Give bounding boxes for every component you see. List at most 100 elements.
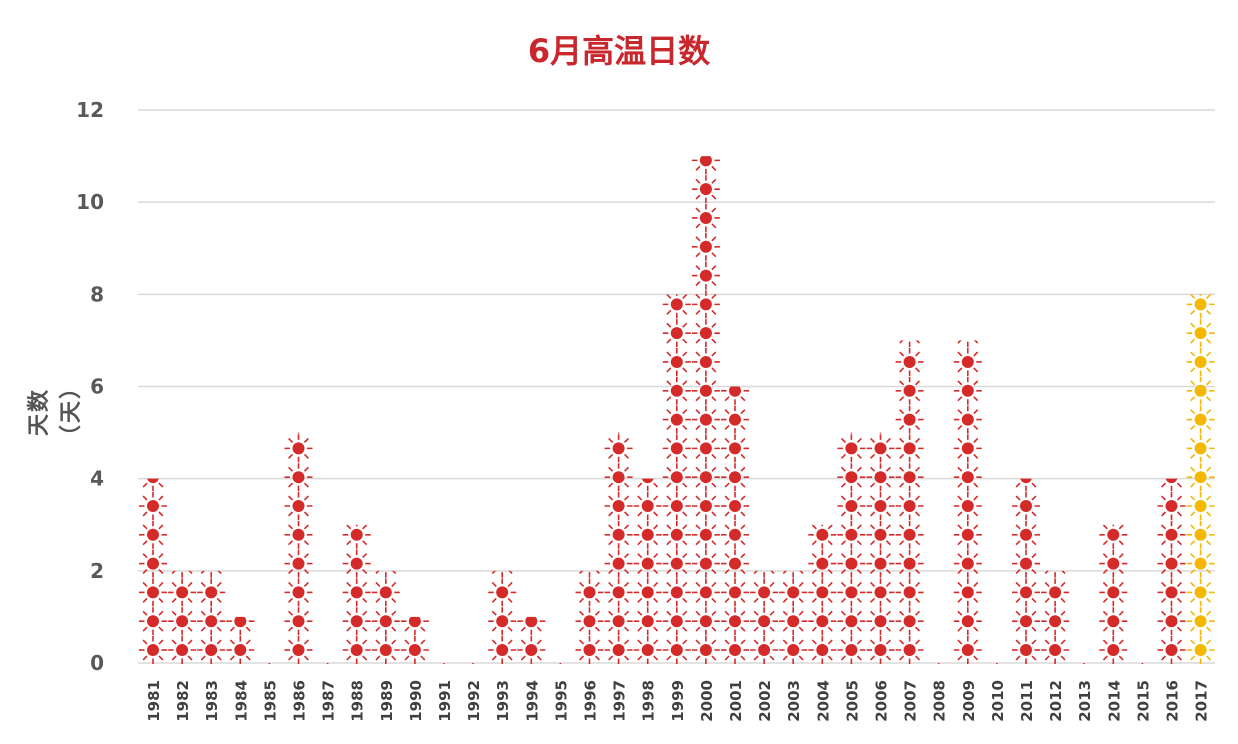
x-tick-label: 2006 xyxy=(873,680,891,722)
sun-icon xyxy=(721,405,749,434)
sun-icon xyxy=(691,549,720,578)
sun-icon xyxy=(1157,578,1186,607)
sun-icon xyxy=(1157,491,1186,520)
sun-icon xyxy=(662,376,691,405)
sun-icon xyxy=(953,463,982,492)
sun-icon xyxy=(488,636,517,664)
sun-icon xyxy=(662,463,691,492)
sun-icon xyxy=(691,319,720,348)
sun-icon xyxy=(691,232,720,261)
sun-icon xyxy=(1157,607,1186,636)
sun-icon xyxy=(662,434,691,463)
sun-icon xyxy=(895,463,924,492)
bar-2007 xyxy=(895,340,924,664)
bar-1999 xyxy=(662,294,691,664)
x-tick-label: 2014 xyxy=(1105,680,1123,722)
sun-icon xyxy=(371,578,400,607)
sun-icon xyxy=(895,607,924,636)
sun-icon xyxy=(866,607,895,636)
sun-icon xyxy=(171,570,193,578)
sun-icon xyxy=(996,663,998,664)
sun-icon xyxy=(779,636,808,664)
x-tick-label: 1983 xyxy=(203,680,221,722)
sun-icon xyxy=(662,294,691,319)
sun-icon xyxy=(662,347,691,376)
sun-icon xyxy=(953,347,982,376)
sun-icon xyxy=(866,549,895,578)
sun-icon xyxy=(895,347,924,376)
x-tick-label: 1993 xyxy=(494,680,512,722)
x-tick-label: 2011 xyxy=(1018,680,1036,722)
sun-icon xyxy=(1012,491,1040,520)
sun-icon xyxy=(139,549,167,578)
sun-icon xyxy=(168,607,197,636)
sun-icon xyxy=(1186,520,1215,549)
sun-icon xyxy=(779,607,808,636)
bar-2014 xyxy=(1099,524,1128,664)
sun-icon xyxy=(1186,463,1215,492)
bar-2016 xyxy=(1157,478,1186,664)
sun-icon xyxy=(662,491,691,520)
bar-1989 xyxy=(371,570,400,664)
sun-icon xyxy=(297,432,300,434)
sun-icon xyxy=(1015,478,1037,492)
y-tick-label: 0 xyxy=(90,651,104,675)
sun-icon xyxy=(284,491,313,520)
x-tick-label: 2007 xyxy=(902,680,920,722)
sun-icon xyxy=(579,570,600,578)
sun-icon xyxy=(895,636,924,664)
sun-icon xyxy=(808,578,837,607)
sun-icon xyxy=(139,636,167,664)
sun-icon xyxy=(1012,520,1040,549)
x-tick-label: 1989 xyxy=(378,680,396,722)
chart-title: 6月高温日数 xyxy=(527,32,711,70)
sun-icon xyxy=(1186,549,1215,578)
bar-1987 xyxy=(326,663,329,664)
x-tick-label: 1994 xyxy=(523,680,541,722)
sun-icon xyxy=(953,405,982,434)
sun-icon xyxy=(604,520,633,549)
sun-icon xyxy=(142,478,164,492)
sun-icon xyxy=(750,636,779,664)
sun-icon xyxy=(691,261,720,290)
sun-icon xyxy=(953,434,982,463)
sun-icon xyxy=(284,463,313,492)
bar-1981 xyxy=(139,478,167,664)
bar-1988 xyxy=(342,524,371,664)
sun-icon xyxy=(895,491,924,520)
sun-icon xyxy=(866,636,895,664)
x-tick-label: 1988 xyxy=(349,680,367,722)
sun-icon xyxy=(1186,578,1215,607)
bar-1998 xyxy=(633,478,662,664)
sun-icon xyxy=(226,616,255,636)
sun-icon xyxy=(691,636,720,664)
sun-icon xyxy=(284,578,313,607)
x-tick-label: 2000 xyxy=(698,680,716,722)
sun-icon xyxy=(953,549,982,578)
sun-icon xyxy=(1099,607,1128,636)
sun-icon xyxy=(837,578,866,607)
bar-1982 xyxy=(168,570,197,664)
x-tick-label: 1982 xyxy=(174,680,192,722)
y-tick-label: 6 xyxy=(90,375,104,399)
sun-icon xyxy=(837,636,866,664)
sun-icon xyxy=(895,434,924,463)
sun-icon xyxy=(895,520,924,549)
sun-icon xyxy=(604,549,633,578)
bar-1986 xyxy=(284,432,313,664)
sun-icon xyxy=(342,578,371,607)
sun-icon xyxy=(691,203,720,232)
sun-icon xyxy=(284,549,313,578)
sun-icon xyxy=(899,340,921,348)
sun-icon xyxy=(953,636,982,664)
sun-icon xyxy=(1186,636,1215,664)
sun-icon xyxy=(837,607,866,636)
sun-icon xyxy=(559,663,562,664)
sun-icon xyxy=(691,376,720,405)
y-tick-label: 2 xyxy=(90,559,104,583)
x-tick-label: 2010 xyxy=(989,680,1007,722)
sun-icon xyxy=(808,636,837,664)
sun-icon xyxy=(1099,636,1128,664)
sun-icon xyxy=(575,578,604,607)
